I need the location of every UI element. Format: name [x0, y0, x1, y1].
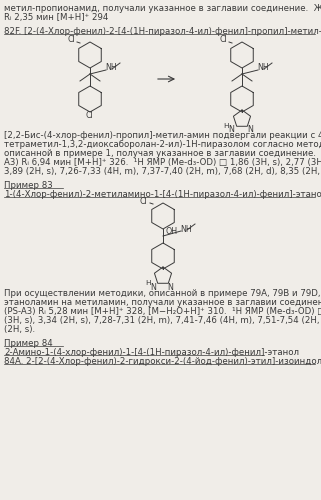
Text: N: N — [167, 282, 173, 292]
Text: тетраметил-1,3,2-диоксаборолан-2-ил)-1H-пиразолом согласно методике,: тетраметил-1,3,2-диоксаборолан-2-ил)-1H-… — [4, 140, 321, 149]
Text: (2H, s).: (2H, s). — [4, 325, 35, 334]
Text: 82F. [2-(4-Хлор-фенил)-2-[4-(1H-пиразол-4-ил)-фенил]-пропил]-метил-амин: 82F. [2-(4-Хлор-фенил)-2-[4-(1H-пиразол-… — [4, 27, 321, 36]
Text: (3H, s), 3,34 (2H, s), 7,28-7,31 (2H, m), 7,41-7,46 (4H, m), 7,51-7,54 (2H, m), : (3H, s), 3,34 (2H, s), 7,28-7,31 (2H, m)… — [4, 316, 321, 325]
Text: При осуществлении методики, описанной в примере 79A, 79B и 79D, но заменяя: При осуществлении методики, описанной в … — [4, 289, 321, 298]
Text: Cl: Cl — [139, 196, 147, 205]
Text: NH: NH — [105, 64, 117, 72]
Text: Cl: Cl — [67, 36, 75, 44]
Text: OH: OH — [165, 228, 177, 236]
Text: N: N — [228, 126, 234, 134]
Text: Cl: Cl — [219, 36, 227, 44]
Text: Пример 83: Пример 83 — [4, 181, 53, 190]
Text: 1-(4-Хлор-фенил)-2-метиламино-1-[4-(1H-пиразол-4-ил)-фенил]-этанол: 1-(4-Хлор-фенил)-2-метиламино-1-[4-(1H-п… — [4, 190, 321, 199]
Text: (PS-A3) Rᵢ 5,28 мин [M+H]⁺ 328, [M−H₂O+H]⁺ 310.  ¹H ЯМР (Me-d₃-OD) □ 2,38: (PS-A3) Rᵢ 5,28 мин [M+H]⁺ 328, [M−H₂O+H… — [4, 307, 321, 316]
Text: 2-Амино-1-(4-хлор-фенил)-1-[4-(1H-пиразол-4-ил)-фенил]-этанол: 2-Амино-1-(4-хлор-фенил)-1-[4-(1H-пиразо… — [4, 348, 299, 357]
Text: метил-пропионамид, получали указанное в заглавии соединение.  ЖХМС (FL-A): метил-пропионамид, получали указанное в … — [4, 4, 321, 13]
Text: Rᵢ 2,35 мин [M+H]⁺ 294: Rᵢ 2,35 мин [M+H]⁺ 294 — [4, 13, 108, 22]
Text: NH: NH — [180, 224, 192, 234]
Text: NH: NH — [257, 64, 269, 72]
Text: 3,89 (2H, s), 7,26-7,33 (4H, m), 7,37-7,40 (2H, m), 7,68 (2H, d), 8,35 (2H, s).: 3,89 (2H, s), 7,26-7,33 (4H, m), 7,37-7,… — [4, 167, 321, 176]
Text: этаноламин на метиламин, получали указанное в заглавии соединение.  ЖХМС: этаноламин на метиламин, получали указан… — [4, 298, 321, 307]
Text: 84A. 2-[2-(4-Хлор-фенил)-2-гидрокси-2-(4-йод-фенил)-этил]-изоиндол-1,3-дион: 84A. 2-[2-(4-Хлор-фенил)-2-гидрокси-2-(4… — [4, 357, 321, 366]
Text: Cl: Cl — [85, 110, 93, 120]
Text: H: H — [223, 123, 229, 129]
Text: H: H — [145, 280, 151, 286]
Text: [2,2-Бис-(4-хлор-фенил)-пропил]-метил-амин подвергали реакции с 4-(4,4,5,5-: [2,2-Бис-(4-хлор-фенил)-пропил]-метил-ам… — [4, 131, 321, 140]
Text: N: N — [150, 282, 156, 292]
Text: A3) Rᵢ 6,94 мин [M+H]⁺ 326.  ¹H ЯМР (Me-d₃-OD) □ 1,86 (3H, s), 2,77 (3H, s),: A3) Rᵢ 6,94 мин [M+H]⁺ 326. ¹H ЯМР (Me-d… — [4, 158, 321, 167]
Text: описанной в примере 1, получая указанное в заглавии соединение.  ЖХМС (PS-: описанной в примере 1, получая указанное… — [4, 149, 321, 158]
Text: N: N — [247, 126, 253, 134]
Text: Пример 84: Пример 84 — [4, 339, 53, 348]
